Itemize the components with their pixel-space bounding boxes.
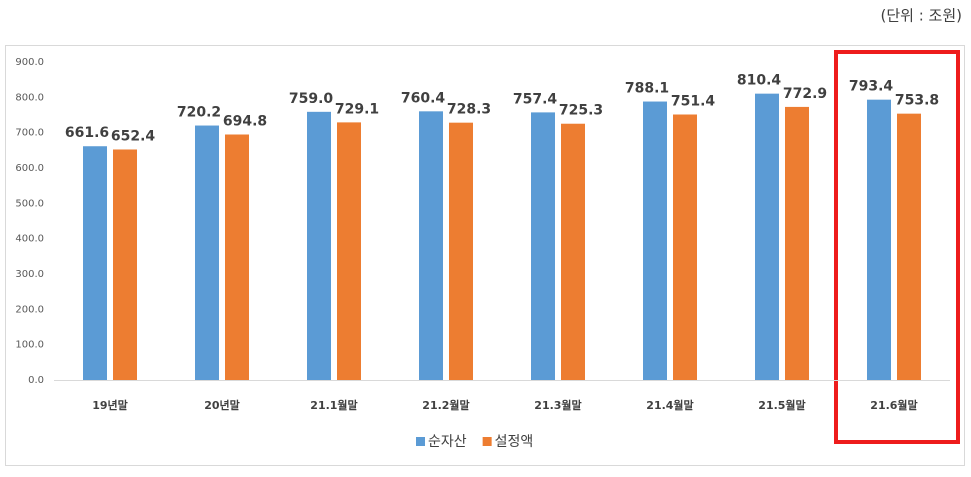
unit-note: (단위 : 조원)	[881, 7, 963, 25]
bar	[83, 146, 107, 380]
bar	[337, 122, 361, 380]
chart-frame	[5, 45, 965, 466]
legend-label: 순자산	[428, 434, 467, 450]
y-tick-label: 400.0	[15, 234, 44, 245]
legend-swatch	[482, 437, 492, 446]
value-label: 652.4	[111, 128, 156, 144]
y-tick-label: 900.0	[15, 57, 44, 68]
bar	[449, 122, 473, 381]
bar	[195, 125, 219, 381]
bar	[867, 99, 891, 380]
x-tick-label: 21.3월말	[534, 398, 581, 412]
bar	[785, 106, 809, 381]
x-tick-label: 21.6월말	[870, 398, 917, 412]
bar	[531, 112, 555, 381]
value-label: 728.3	[447, 102, 491, 118]
value-label: 661.6	[65, 125, 109, 141]
value-label: 753.8	[895, 93, 939, 109]
y-tick-label: 700.0	[15, 128, 44, 139]
legend-label: 설정액	[495, 434, 534, 450]
y-tick-label: 300.0	[15, 269, 44, 280]
x-tick-label: 21.1월말	[310, 398, 357, 412]
bar	[643, 101, 667, 381]
value-label: 759.0	[289, 91, 334, 107]
value-label: 694.8	[223, 114, 267, 130]
value-label: 757.4	[513, 91, 558, 107]
y-tick-label: 800.0	[15, 92, 44, 103]
value-label: 720.2	[177, 105, 221, 121]
value-label: 793.4	[849, 79, 894, 95]
y-tick-label: 500.0	[15, 198, 44, 209]
value-label: 729.1	[335, 101, 379, 117]
bar	[673, 114, 697, 380]
bar	[419, 111, 443, 381]
value-label: 751.4	[671, 94, 716, 110]
x-tick-label: 19년말	[92, 398, 128, 412]
bar	[113, 149, 137, 380]
value-label: 788.1	[625, 81, 669, 97]
x-tick-label: 20년말	[204, 398, 240, 412]
y-tick-label: 0.0	[28, 375, 44, 386]
legend-swatch	[416, 437, 425, 446]
value-label: 760.4	[401, 90, 446, 106]
x-tick-label: 21.5월말	[758, 398, 805, 412]
bar	[755, 93, 779, 381]
y-tick-label: 200.0	[15, 304, 44, 315]
y-tick-label: 100.0	[15, 340, 44, 351]
value-label: 810.4	[737, 73, 782, 89]
value-label: 772.9	[783, 86, 827, 102]
value-label: 725.3	[559, 103, 603, 119]
bar	[897, 113, 921, 380]
x-tick-label: 21.2월말	[422, 398, 469, 412]
highlight-box	[834, 50, 960, 444]
y-tick-label: 600.0	[15, 163, 44, 174]
bar	[307, 111, 331, 380]
bar	[225, 134, 249, 380]
x-tick-label: 21.4월말	[646, 398, 693, 412]
bar	[561, 123, 585, 381]
